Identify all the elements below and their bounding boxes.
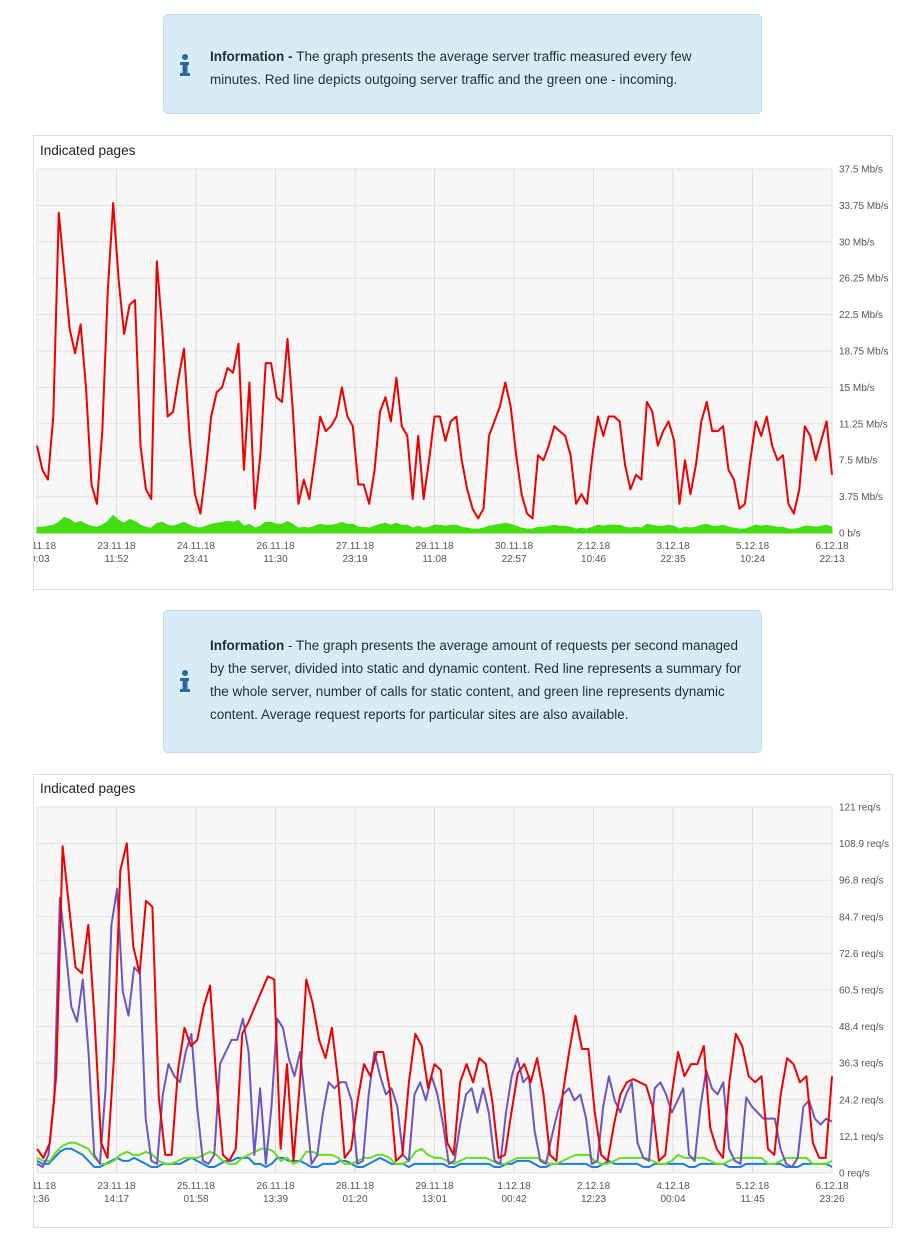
info-icon xyxy=(180,670,190,692)
x-tick-date: 4.12.18 xyxy=(656,1181,690,1192)
y-tick-label: 108.9 req/s xyxy=(839,839,889,850)
x-tick-date: 24.11.18 xyxy=(177,541,216,552)
x-tick-time: 00:42 xyxy=(501,1194,526,1205)
traffic-chart: 0 b/s 3.75 Mb/s 7.5 Mb/s 11.25 Mb/s 15 Mb/s 1… xyxy=(34,165,888,566)
series-total xyxy=(36,842,833,1162)
x-tick-date: 30.11.18 xyxy=(495,541,534,552)
requests-chart-panel: Indicated pages 0 req/s 12.1 req/s 24.2 re… xyxy=(33,774,893,1228)
x-tick-date: 23.11.18 xyxy=(97,541,136,552)
x-tick-date: 29.11.18 xyxy=(415,1181,454,1192)
info-body: - The graph presents the average amount … xyxy=(210,638,742,722)
x-tick-time: 22:35 xyxy=(660,554,685,565)
info-body: The graph presents the average server tr… xyxy=(210,49,692,87)
series-dynamic xyxy=(36,1141,833,1165)
x-tick-date: 5.12.18 xyxy=(736,541,770,552)
x-tick-time: 11:30 xyxy=(263,554,288,565)
x-tick-time: 00:04 xyxy=(660,1194,685,1205)
x-tick-date: 26.11.18 xyxy=(256,1181,295,1192)
x-tick-time: 23:41 xyxy=(183,554,208,565)
y-tick-label: 37.5 Mb/s xyxy=(839,165,883,176)
x-tick-time: 13:01 xyxy=(422,1194,447,1205)
y-tick-label: 33.75 Mb/s xyxy=(839,201,888,212)
y-tick-label: 7.5 Mb/s xyxy=(839,456,877,467)
x-tick-time: 11:45 xyxy=(740,1194,765,1205)
y-tick-label: 0 req/s xyxy=(839,1169,870,1180)
x-tick-time: 23:26 xyxy=(819,1194,844,1205)
x-tick-time: 02:36 xyxy=(34,1194,50,1205)
info-label: Information xyxy=(210,638,285,653)
x-tick-date: 22.11.18 xyxy=(34,1181,57,1192)
x-tick-date: 23.11.18 xyxy=(97,1181,136,1192)
series-outgoing xyxy=(36,202,833,520)
x-tick-time: 14:17 xyxy=(104,1194,129,1205)
x-tick-time: 12:23 xyxy=(581,1194,606,1205)
y-tick-label: 22.5 Mb/s xyxy=(839,310,883,321)
y-tick-label: 11.25 Mb/s xyxy=(839,419,888,430)
x-tick-time: 01:20 xyxy=(342,1194,367,1205)
x-tick-time: 01:58 xyxy=(183,1194,208,1205)
y-tick-label: 3.75 Mb/s xyxy=(839,492,883,503)
x-tick-time: 11:08 xyxy=(422,554,447,565)
y-tick-label: 15 Mb/s xyxy=(839,383,875,394)
y-tick-label: 84.7 req/s xyxy=(839,912,883,923)
y-tick-label: 18.75 Mb/s xyxy=(839,347,888,358)
x-tick-time: 10:24 xyxy=(740,554,765,565)
y-tick-label: 72.6 req/s xyxy=(839,949,883,960)
info-text: Information - The graph presents the ave… xyxy=(210,634,743,726)
y-tick-label: 0 b/s xyxy=(839,529,861,540)
x-tick-time: 11:52 xyxy=(104,554,129,565)
info-label: Information - xyxy=(210,49,297,64)
x-tick-date: 28.11.18 xyxy=(336,1181,375,1192)
y-tick-label: 26.25 Mb/s xyxy=(839,274,888,285)
x-tick-date: 22.11.18 xyxy=(34,541,57,552)
x-tick-time: 00:03 xyxy=(34,554,50,565)
x-tick-date: 2.12.18 xyxy=(577,1181,611,1192)
info-box-traffic: Information - The graph presents the ave… xyxy=(163,14,762,114)
x-tick-time: 22:13 xyxy=(819,554,844,565)
info-box-requests: Information - The graph presents the ave… xyxy=(163,610,762,753)
traffic-chart-panel: Indicated pages 0 b/s 3.75 Mb/s 7.5 Mb/s 11… xyxy=(33,135,893,590)
x-tick-time: 23:19 xyxy=(342,554,367,565)
x-tick-time: 13:39 xyxy=(263,1194,288,1205)
x-tick-date: 6.12.18 xyxy=(815,1181,849,1192)
series-incoming xyxy=(36,514,833,534)
y-tick-label: 36.3 req/s xyxy=(839,1059,883,1070)
series-static xyxy=(36,887,833,1168)
y-tick-label: 48.4 req/s xyxy=(839,1022,883,1033)
x-tick-date: 26.11.18 xyxy=(256,541,295,552)
x-tick-date: 5.12.18 xyxy=(736,1181,770,1192)
x-tick-date: 2.12.18 xyxy=(577,541,611,552)
info-text: Information - The graph presents the ave… xyxy=(210,45,743,91)
x-tick-date: 6.12.18 xyxy=(815,541,849,552)
y-tick-label: 60.5 req/s xyxy=(839,986,883,997)
requests-chart: 0 req/s 12.1 req/s 24.2 req/s 36.3 req/s 48.… xyxy=(34,803,889,1206)
y-tick-label: 121 req/s xyxy=(839,803,881,814)
x-tick-date: 27.11.18 xyxy=(336,541,375,552)
y-tick-label: 24.2 req/s xyxy=(839,1095,883,1106)
x-tick-time: 10:46 xyxy=(581,554,606,565)
chart-title: Indicated pages xyxy=(40,781,136,796)
x-tick-date: 3.12.18 xyxy=(656,541,690,552)
y-tick-label: 96.8 req/s xyxy=(839,876,883,887)
x-tick-date: 25.11.18 xyxy=(177,1181,216,1192)
x-tick-time: 22:57 xyxy=(501,554,526,565)
y-tick-label: 12.1 req/s xyxy=(839,1132,883,1143)
x-tick-date: 29.11.18 xyxy=(415,541,454,552)
chart-title: Indicated pages xyxy=(40,143,136,158)
info-icon xyxy=(180,54,190,76)
x-tick-date: 1.12.18 xyxy=(497,1181,531,1192)
y-tick-label: 30 Mb/s xyxy=(839,237,875,248)
